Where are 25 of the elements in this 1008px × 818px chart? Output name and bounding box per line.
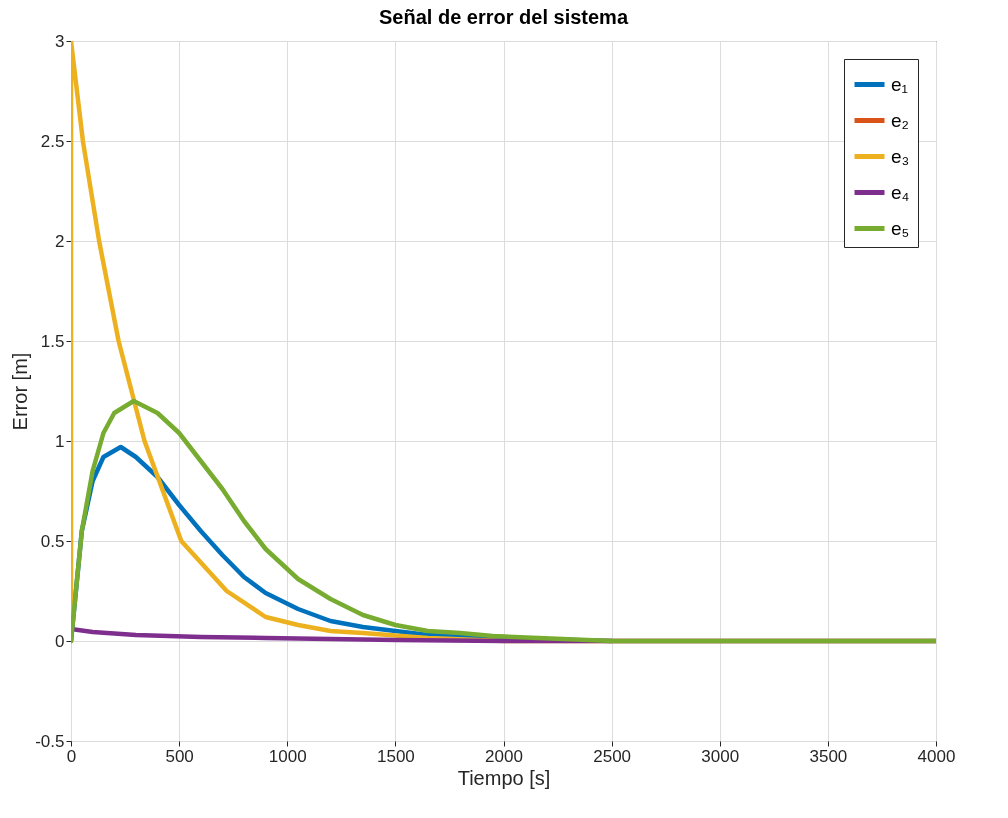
- x-tick-label: 2500: [593, 746, 632, 766]
- x-tick-label: 2000: [485, 746, 523, 766]
- x-tick-label: 500: [165, 746, 194, 766]
- x-tick-label: 1000: [268, 746, 307, 766]
- legend-label: e₃: [891, 145, 910, 167]
- y-tick-label: 3: [55, 31, 65, 51]
- x-tick-label: 1500: [376, 746, 415, 766]
- x-axis-title: Tiempo [s]: [457, 766, 551, 789]
- x-tick-label: 3500: [809, 746, 848, 766]
- x-tick-label: 3000: [701, 746, 740, 766]
- line-series: [71, 398, 936, 644]
- y-tick-label: 1: [55, 431, 65, 451]
- y-tick-label: 0: [55, 631, 65, 651]
- legend-label: e₂: [891, 109, 909, 131]
- y-tick-label: 2: [55, 231, 65, 251]
- y-tick-label: -0.5: [35, 731, 65, 751]
- legend-label: e₅: [891, 217, 910, 239]
- legend-label: e₄: [891, 181, 910, 203]
- chart-title: Señal de error del sistema: [378, 6, 629, 28]
- y-tick-label: 2.5: [40, 131, 65, 151]
- y-axis-title: Error [m]: [9, 352, 32, 431]
- x-tick-label: 4000: [917, 746, 956, 766]
- y-tick-label: 1.5: [40, 331, 65, 351]
- legend-label: e₁: [891, 73, 908, 95]
- y-tick-label: 0.5: [40, 531, 65, 551]
